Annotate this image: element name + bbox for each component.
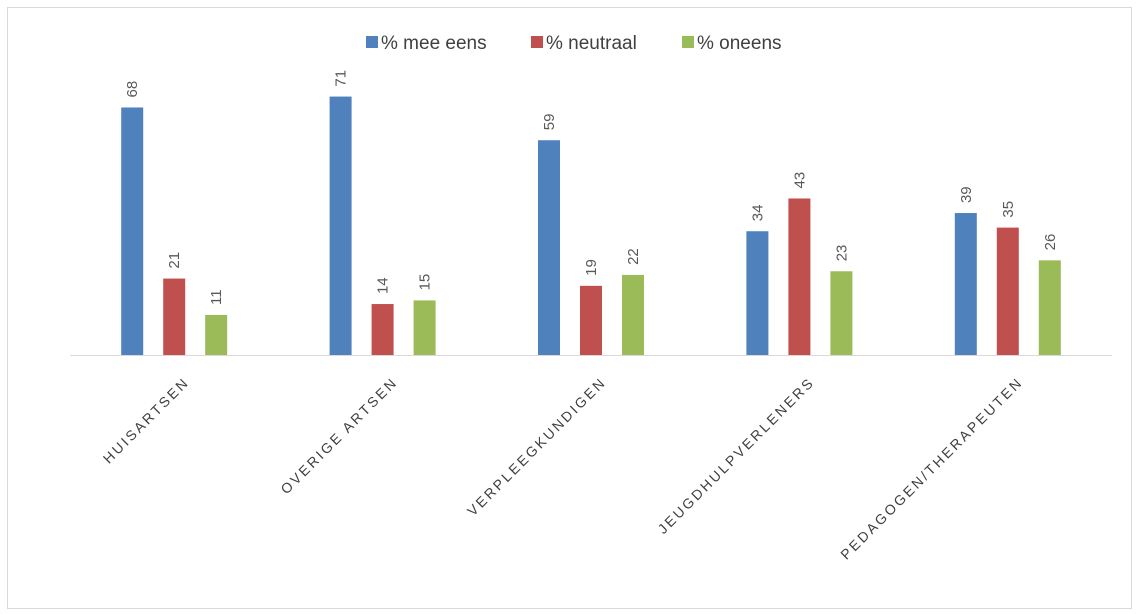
data-label-mee-eens-verpleegkundigen: 59 xyxy=(541,114,558,131)
bar-mee-eens-huisartsen xyxy=(121,107,144,355)
data-label-neutraal-overige-artsen: 14 xyxy=(375,277,392,294)
legend-label-neutraal: % neutraal xyxy=(546,33,637,54)
bar-oneens-jeugdhulpverleners xyxy=(830,271,853,355)
bar-oneens-huisartsen xyxy=(205,314,228,355)
category-label-pedagogen-therapeuten: PEDAGOGEN/THERAPEUTEN xyxy=(837,374,1026,563)
bar-oneens-verpleegkundigen xyxy=(622,274,644,355)
bar-neutraal-overige-artsen xyxy=(371,304,394,355)
legend-swatch-mee-eens xyxy=(366,36,378,48)
bar-mee-eens-overige-artsen xyxy=(329,96,352,355)
bar-mee-eens-jeugdhulpverleners xyxy=(746,231,769,355)
data-label-mee-eens-huisartsen: 68 xyxy=(124,81,141,98)
data-label-oneens-jeugdhulpverleners: 23 xyxy=(833,245,850,262)
bar-neutraal-huisartsen xyxy=(163,278,186,355)
category-label-overige-artsen: OVERIGE ARTSEN xyxy=(277,374,400,497)
data-label-oneens-verpleegkundigen: 22 xyxy=(625,248,642,265)
bar-oneens-overige-artsen xyxy=(413,300,436,355)
legend-label-mee-eens: % mee eens xyxy=(381,33,487,54)
category-label-verpleegkundigen: VERPLEEGKUNDIGEN xyxy=(464,374,609,519)
bar-neutraal-jeugdhulpverleners xyxy=(788,198,811,355)
data-label-neutraal-jeugdhulpverleners: 43 xyxy=(791,172,808,189)
bar-oneens-pedagogen-therapeuten xyxy=(1038,260,1061,355)
data-label-mee-eens-overige-artsen: 71 xyxy=(333,70,350,87)
data-label-oneens-huisartsen: 11 xyxy=(208,289,225,305)
bar-mee-eens-pedagogen-therapeuten xyxy=(954,213,977,355)
bar-neutraal-verpleegkundigen xyxy=(580,285,602,355)
data-label-neutraal-verpleegkundigen: 19 xyxy=(583,259,600,276)
bar-mee-eens-verpleegkundigen xyxy=(538,140,560,355)
data-label-neutraal-huisartsen: 21 xyxy=(166,252,183,269)
bar-neutraal-pedagogen-therapeuten xyxy=(996,227,1019,355)
data-label-mee-eens-pedagogen-therapeuten: 39 xyxy=(958,186,975,203)
data-label-oneens-overige-artsen: 15 xyxy=(417,274,434,291)
chart-frame xyxy=(7,7,1132,609)
legend-label-oneens: % oneens xyxy=(697,33,782,54)
data-label-neutraal-pedagogen-therapeuten: 35 xyxy=(1000,201,1017,218)
legend-swatch-oneens xyxy=(682,36,694,48)
data-label-oneens-pedagogen-therapeuten: 26 xyxy=(1042,234,1059,251)
data-label-mee-eens-jeugdhulpverleners: 34 xyxy=(749,205,766,222)
legend-swatch-neutraal xyxy=(531,36,543,48)
category-label-jeugdhulpverleners: JEUGDHULPVERLENERS xyxy=(654,374,817,537)
category-label-huisartsen: HUISARTSEN xyxy=(100,374,193,467)
